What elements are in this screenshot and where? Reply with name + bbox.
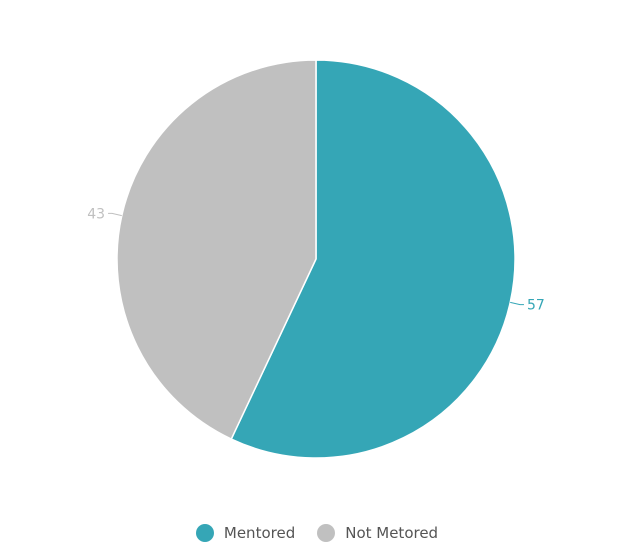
legend-item-mentored[interactable]: Mentored — [195, 524, 296, 542]
leader-line-mentored — [510, 301, 524, 306]
pie-chart-svg: 57 43 — [87, 59, 545, 459]
leader-line-not-metored — [108, 212, 122, 217]
data-label-not-metored: 43 — [87, 206, 105, 222]
legend-swatch-not-metored — [317, 524, 336, 542]
legend-item-not-metored[interactable]: Not Metored — [317, 524, 438, 542]
chart-legend: Mentored Not Metored — [0, 518, 634, 548]
pie-slice-mentored[interactable] — [230, 59, 516, 459]
data-label-mentored: 57 — [527, 298, 545, 314]
legend-label-not-metored: Not Metored — [345, 524, 439, 542]
legend-label-mentored: Mentored — [223, 524, 296, 542]
legend-swatch-mentored — [195, 524, 214, 542]
pie-chart: 57 43 — [87, 59, 545, 459]
